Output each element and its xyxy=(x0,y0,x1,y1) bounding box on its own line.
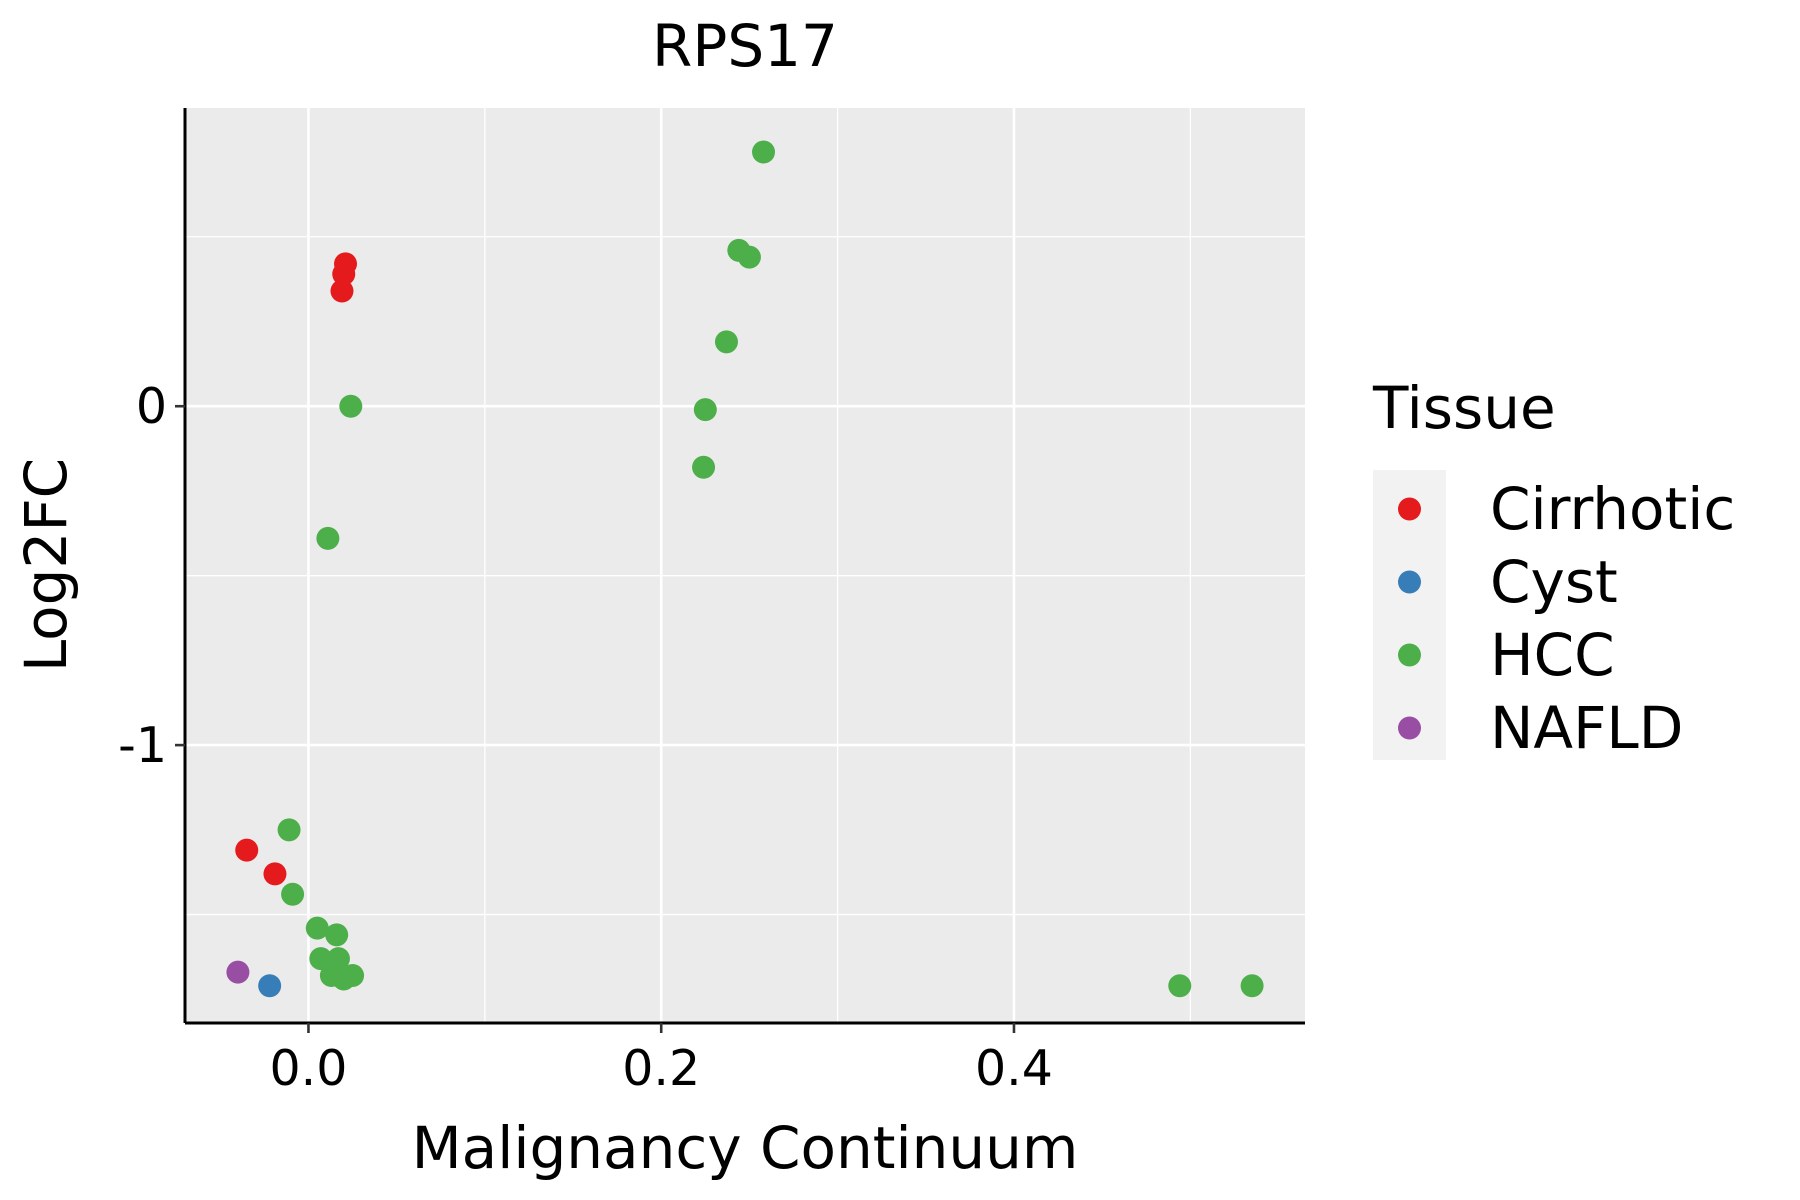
minor-gridlines xyxy=(185,108,1305,1023)
x-axis-ticks: 0.0 0.2 0.4 xyxy=(269,1023,1053,1097)
major-gridlines xyxy=(185,108,1305,1023)
legend-label-nafld: NAFLD xyxy=(1490,694,1683,762)
point-hcc xyxy=(339,394,363,418)
point-hcc xyxy=(693,398,717,422)
legend-label-cyst: Cyst xyxy=(1490,548,1618,616)
y-tick-label: 0 xyxy=(136,378,167,435)
x-tick-label: 0.0 xyxy=(269,1040,347,1097)
point-hcc xyxy=(277,818,301,842)
legend-key-cirrhotic xyxy=(1398,497,1421,521)
point-cirrhotic xyxy=(332,262,356,286)
legend-key-nafld xyxy=(1398,716,1421,740)
legend-label-cirrhotic: Cirrhotic xyxy=(1490,475,1735,543)
point-hcc xyxy=(341,964,365,988)
point-nafld xyxy=(226,960,250,984)
x-tick-label: 0.2 xyxy=(622,1040,700,1097)
legend-title: Tissue xyxy=(1372,374,1556,442)
y-axis-ticks: 0 -1 xyxy=(118,378,185,774)
legend-key-hcc xyxy=(1398,643,1421,667)
point-hcc xyxy=(692,455,716,479)
y-axis-title: Log2FC xyxy=(12,458,80,672)
chart-title: RPS17 xyxy=(652,12,838,80)
point-hcc xyxy=(1168,974,1192,998)
point-hcc xyxy=(305,916,329,940)
point-cirrhotic xyxy=(263,862,287,886)
y-tick-label: -1 xyxy=(118,717,167,774)
legend-label-hcc: HCC xyxy=(1490,621,1615,689)
x-tick-label: 0.4 xyxy=(975,1040,1053,1097)
data-points xyxy=(226,140,1264,998)
point-hcc xyxy=(714,330,738,354)
point-hcc xyxy=(737,245,761,269)
point-hcc xyxy=(1240,974,1264,998)
point-hcc xyxy=(316,526,340,550)
plot-panel xyxy=(185,108,1305,1023)
legend-key-cyst xyxy=(1398,570,1421,594)
point-hcc xyxy=(309,947,333,971)
point-cirrhotic xyxy=(330,279,354,303)
x-axis-title: Malignancy Continuum xyxy=(412,1114,1079,1182)
point-cirrhotic xyxy=(235,838,259,862)
point-cyst xyxy=(258,974,282,998)
point-hcc xyxy=(325,923,349,947)
point-hcc xyxy=(752,140,776,164)
point-hcc xyxy=(281,882,305,906)
